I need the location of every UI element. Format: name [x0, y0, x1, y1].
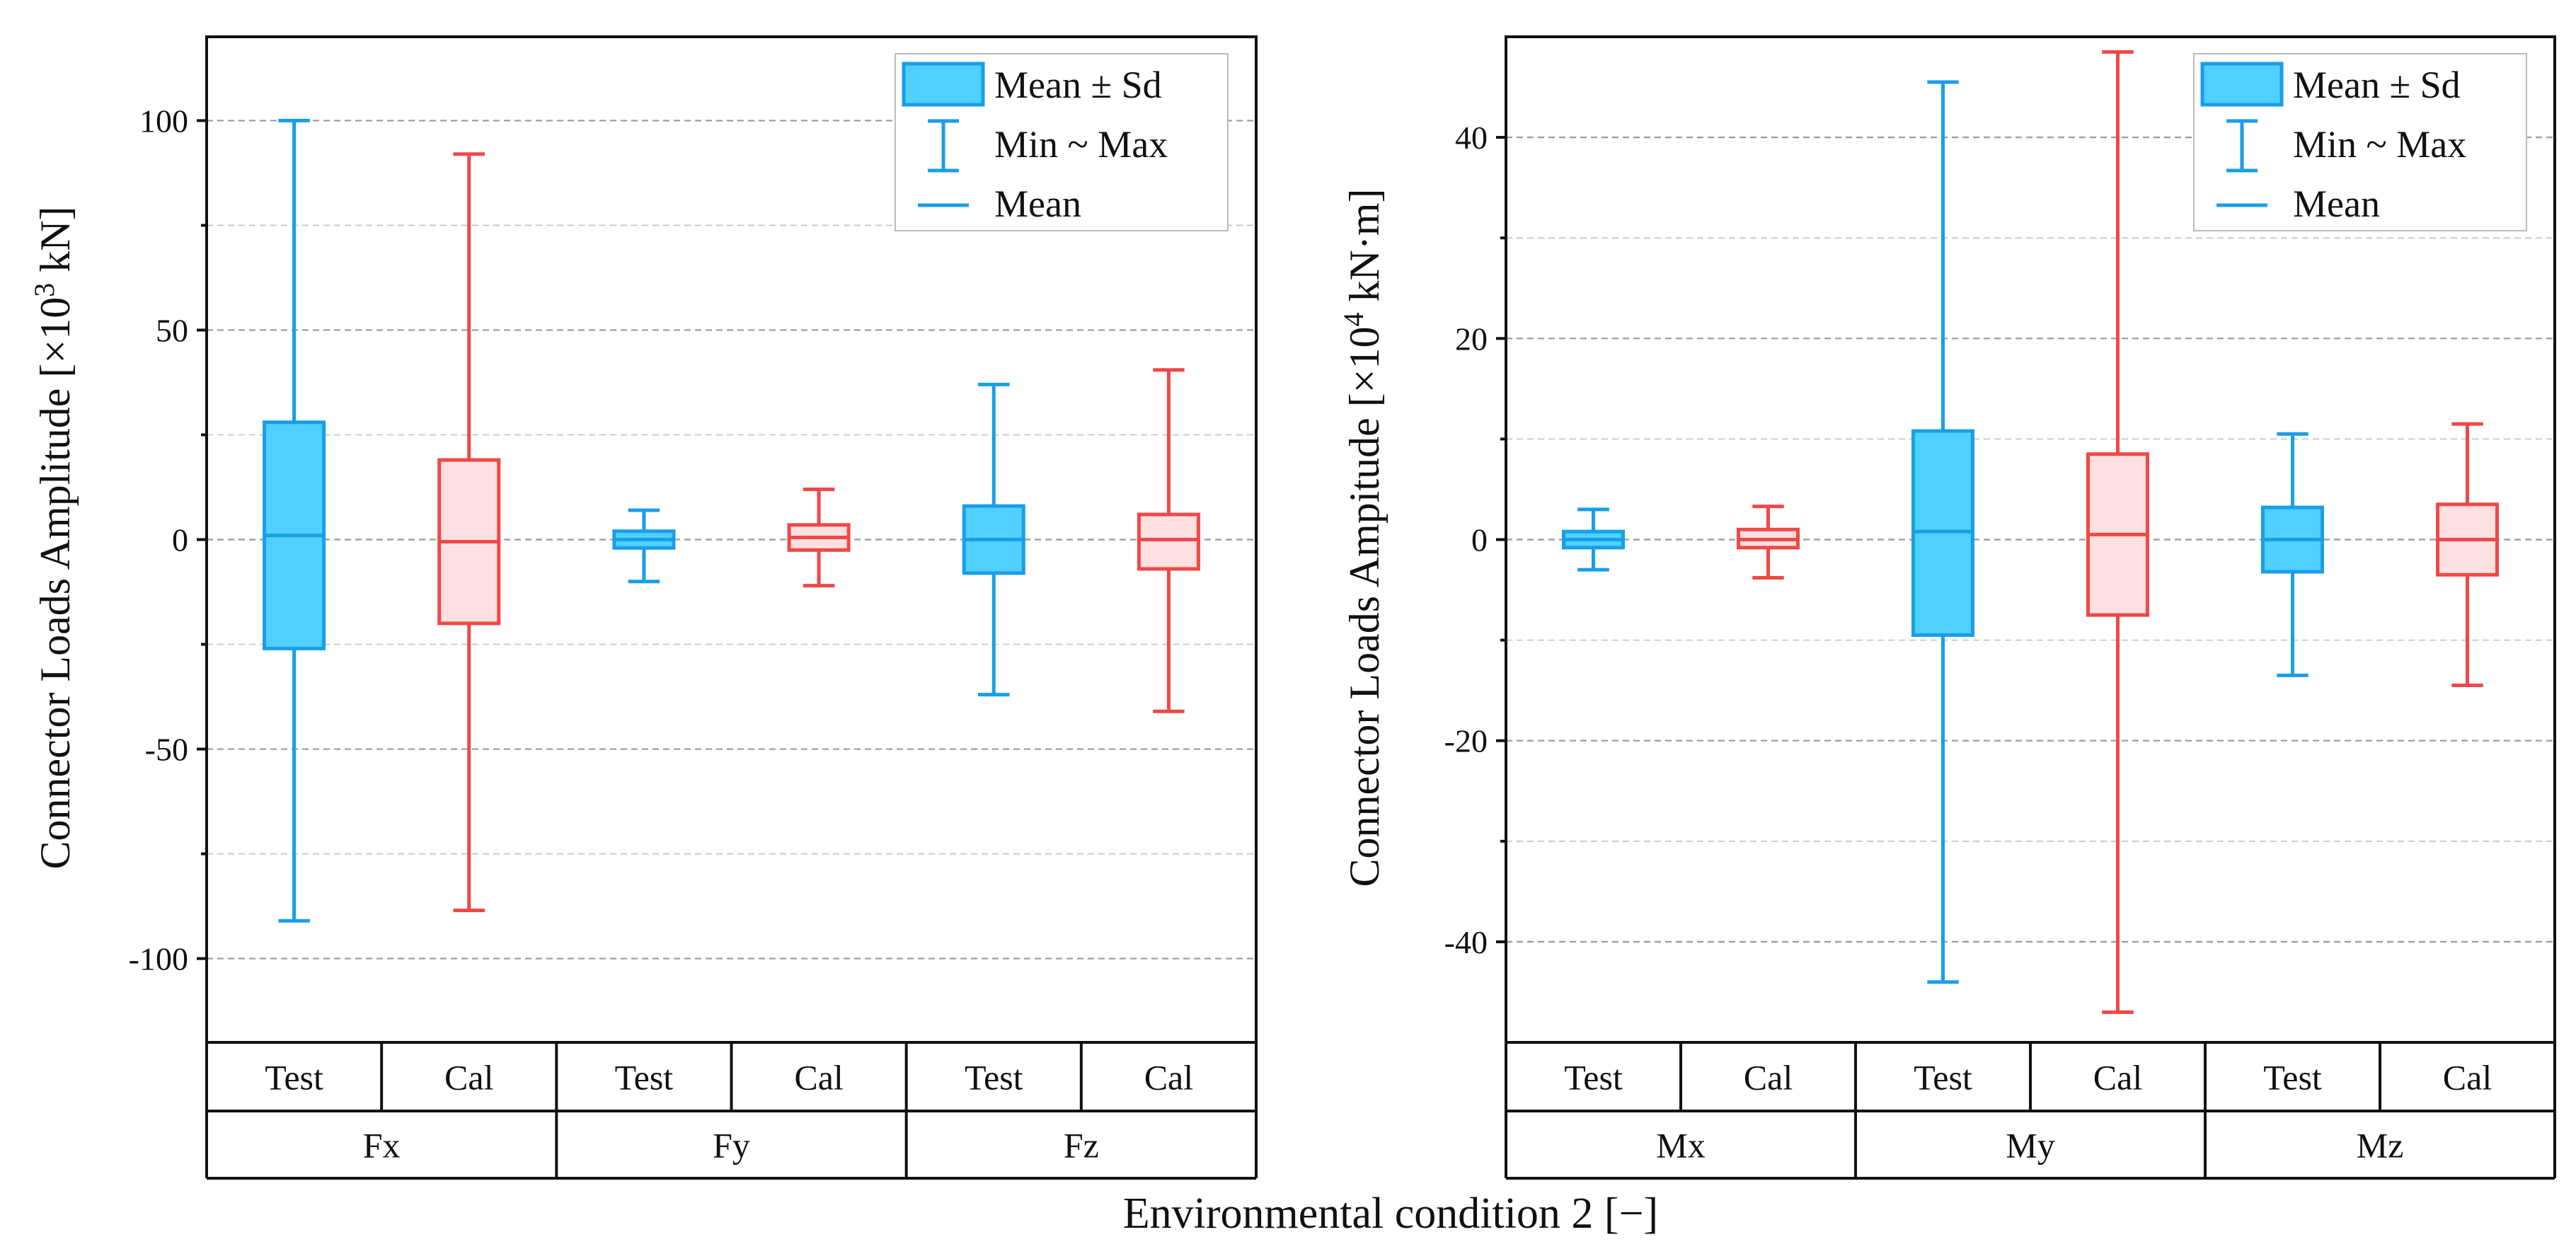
- group-label: Fy: [713, 1126, 750, 1165]
- category-label: Test: [615, 1058, 674, 1098]
- legend-box-swatch: [2200, 62, 2284, 107]
- box-fy-test: [612, 508, 676, 584]
- legend-label-mean: Mean: [2293, 183, 2380, 225]
- group-label: Mx: [1656, 1126, 1705, 1165]
- x-axis-title: Environmental condition 2 [−]: [1123, 1190, 1658, 1238]
- box-mx-cal: [1737, 505, 1800, 580]
- legend-box-swatch: [902, 62, 985, 107]
- box-mx-test: [1562, 507, 1625, 572]
- category-label: Cal: [444, 1058, 493, 1098]
- y-axis-label-exponent: 4: [1338, 312, 1369, 326]
- legend-label-mean: Mean: [994, 183, 1081, 225]
- y-axis-label: Connector Loads Amplitude [×103 kN]: [28, 206, 79, 869]
- category-label: Cal: [794, 1058, 843, 1098]
- y-axis-label-unit: kN]: [32, 206, 79, 282]
- category-label: Cal: [1144, 1058, 1193, 1098]
- group-label: Fz: [1064, 1126, 1099, 1165]
- y-axis-label-main: Connector Loads Ampitude [×10: [1341, 326, 1388, 887]
- group-label: Fx: [363, 1126, 401, 1165]
- legend-label-min-max: Min ~ Max: [994, 123, 1168, 166]
- y-tick-label: -100: [129, 941, 188, 977]
- category-label: Cal: [2093, 1058, 2142, 1098]
- y-tick-label: 0: [1471, 522, 1488, 558]
- legend-label-min-max: Min ~ Max: [2293, 123, 2466, 166]
- y-tick-label: 100: [139, 103, 188, 139]
- y-axis-label-main: Connector Loads Amplitude [×10: [32, 297, 79, 870]
- y-tick-label: -20: [1444, 723, 1488, 759]
- group-label: My: [2006, 1126, 2054, 1165]
- legend: Mean ± Sd Min ~ Max Mean: [2193, 53, 2527, 231]
- category-label: Test: [1564, 1058, 1623, 1098]
- box-fz-test: [962, 382, 1025, 697]
- y-tick-label: -40: [1444, 924, 1488, 960]
- y-axis-label: Connector Loads Ampitude [×104 kN·m]: [1338, 188, 1388, 887]
- legend: Mean ± Sd Min ~ Max Mean: [895, 53, 1229, 231]
- force-chart-panel: -100 -50 0 50 100 Test Cal Test Cal Test Cal Fx Fy Fz…: [28, 35, 1258, 1180]
- moment-chart-panel: -40 -20 0 20 40 Test Cal Test Cal Test Cal Mx My Mz Co…: [1338, 35, 2556, 1180]
- category-label: Test: [265, 1058, 323, 1098]
- y-tick-label: 50: [156, 312, 188, 348]
- category-label: Cal: [2443, 1058, 2492, 1098]
- legend-label-mean-sd: Mean ± Sd: [994, 64, 1162, 106]
- y-tick-label: 0: [172, 522, 188, 558]
- box-fz-cal: [1137, 368, 1200, 713]
- category-label: Cal: [1744, 1058, 1793, 1098]
- y-axis-label-unit: kN·m]: [1341, 188, 1388, 312]
- y-axis-label-exponent: 3: [28, 283, 60, 297]
- category-label: Test: [965, 1058, 1023, 1098]
- y-tick-label: 40: [1455, 120, 1488, 156]
- box-fx-cal: [437, 152, 501, 912]
- group-label: Mz: [2357, 1126, 2404, 1165]
- category-label: Test: [1914, 1058, 1972, 1098]
- box-my-test: [1911, 80, 1974, 984]
- y-tick-label: 20: [1455, 321, 1488, 357]
- sd-box: [1137, 512, 1200, 571]
- box-mz-cal: [2436, 422, 2499, 688]
- box-fy-cal: [787, 487, 851, 588]
- y-tick-label: -50: [145, 732, 188, 768]
- box-fx-test: [263, 118, 326, 923]
- legend-label-mean-sd: Mean ± Sd: [2293, 64, 2461, 106]
- box-my-cal: [2086, 50, 2149, 1014]
- category-label: Test: [2263, 1058, 2322, 1098]
- box-mz-test: [2261, 432, 2324, 677]
